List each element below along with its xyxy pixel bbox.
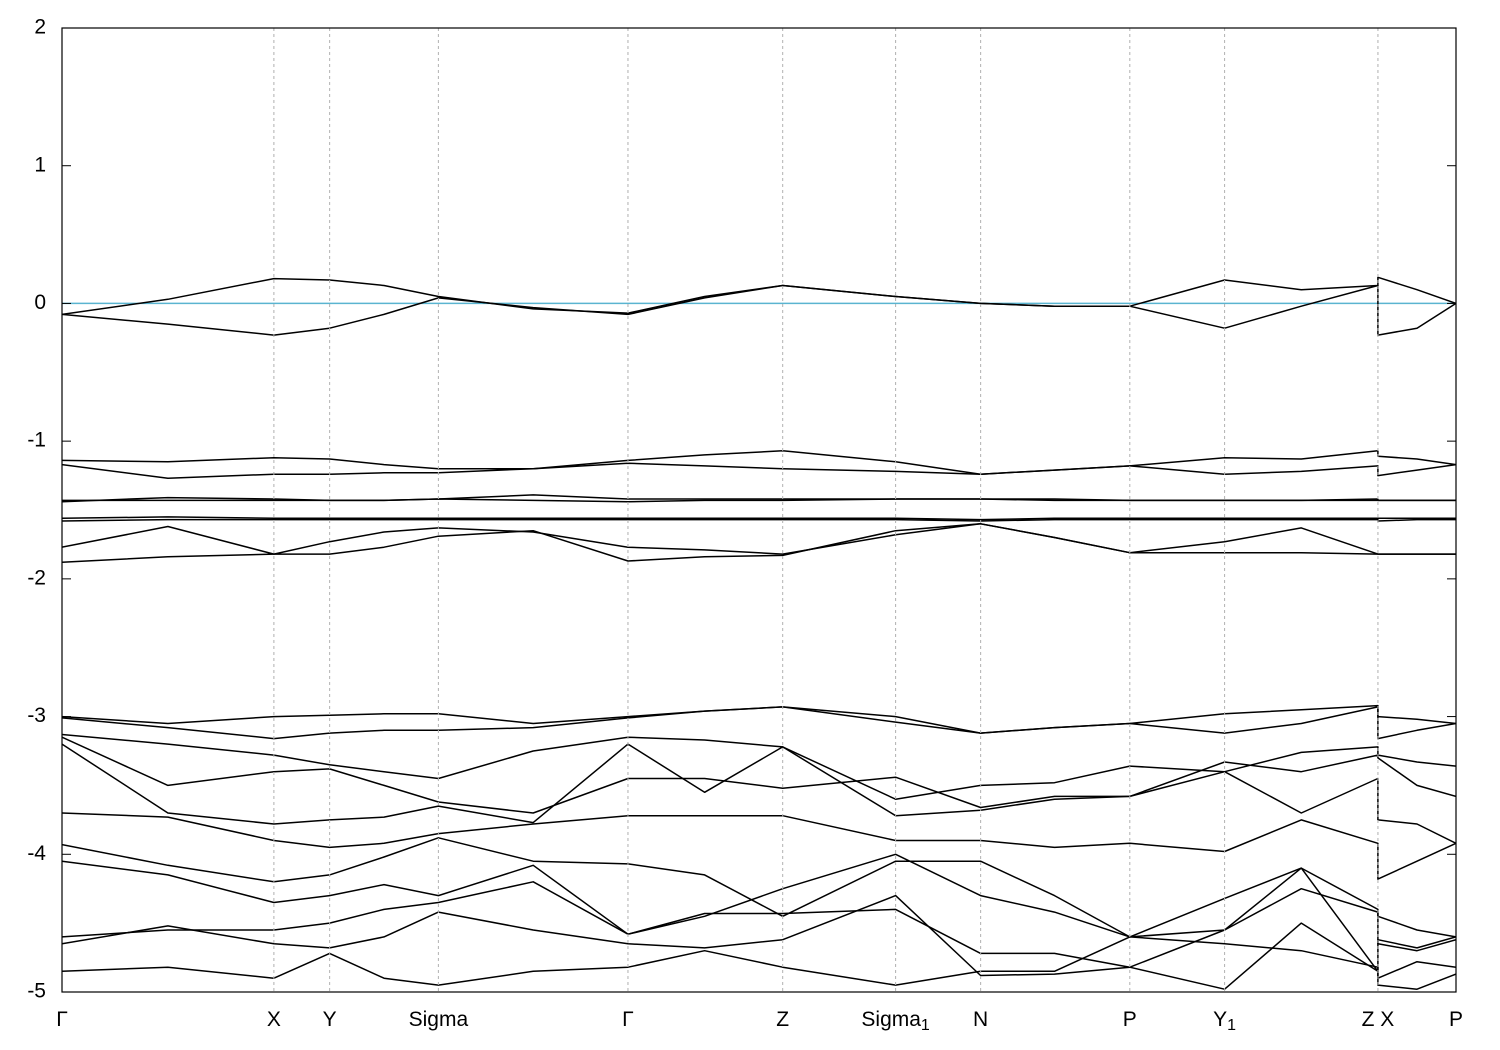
y-tick-label: -4: [27, 842, 46, 865]
x-tick-label-text: Γ: [622, 1008, 634, 1031]
band-line: [62, 450, 1456, 475]
band-line: [62, 523, 1456, 555]
x-tick-label-text: Z: [776, 1008, 789, 1031]
x-tick-label-text: P: [1449, 1008, 1463, 1031]
x-tick-label: P: [1123, 1008, 1137, 1031]
x-tick-label: Γ: [622, 1008, 634, 1031]
y-tick-label: 0: [34, 291, 46, 314]
x-tick-label: Γ: [56, 1008, 68, 1031]
band-line: [62, 706, 1456, 740]
x-tick-label-text: Y: [1213, 1008, 1227, 1031]
band-line: [62, 462, 1456, 480]
band-line: [62, 518, 1456, 522]
x-tick-label-subscript: 1: [921, 1017, 930, 1034]
x-tick-label-text: X: [267, 1008, 281, 1031]
band-line: [62, 494, 1456, 503]
band-line: [62, 523, 1456, 564]
band-line: [62, 704, 1456, 734]
plot-frame: [61, 27, 1457, 993]
x-tick-label-text: N: [973, 1008, 988, 1031]
band-line: [62, 276, 1456, 316]
x-tick-label-text: Sigma: [409, 1008, 469, 1031]
y-tick-label: 2: [34, 16, 46, 39]
band-line: [62, 736, 1456, 814]
x-tick-label-text: P: [1123, 1008, 1137, 1031]
x-tick-label: Z X: [1362, 1008, 1395, 1031]
band-line: [62, 837, 1456, 938]
x-tick-label: Sigma1: [861, 1008, 930, 1035]
plot-area: [62, 276, 1456, 990]
x-tick-label-text: Γ: [56, 1008, 68, 1031]
band-line: [62, 894, 1456, 990]
x-tick-label: N: [973, 1008, 988, 1031]
x-tick-label: Z: [776, 1008, 789, 1031]
x-tick-label-text: Sigma: [861, 1008, 921, 1031]
y-tick-label: 1: [34, 153, 46, 176]
band-line: [62, 936, 1456, 990]
band-line: [62, 812, 1456, 880]
y-tick-label: -1: [27, 429, 46, 452]
x-tick-label-text: Z X: [1362, 1008, 1395, 1031]
y-tick-label: -5: [27, 980, 46, 1003]
y-tick-label: -2: [27, 566, 46, 589]
x-tick-label: X: [267, 1008, 281, 1031]
band-line: [62, 284, 1456, 336]
x-tick-label-subscript: 1: [1227, 1017, 1236, 1034]
x-tick-label: Sigma: [409, 1008, 469, 1031]
band-line: [62, 881, 1456, 968]
band-line: [62, 516, 1456, 521]
band-line: [62, 743, 1456, 844]
y-tick-label: -3: [27, 704, 46, 727]
x-tick-label: Y1: [1213, 1008, 1236, 1035]
band-line: [62, 733, 1456, 800]
x-tick-label-text: Y: [323, 1008, 337, 1031]
x-tick-label: P: [1449, 1008, 1463, 1031]
band-line: [62, 853, 1456, 973]
x-tick-label: Y: [323, 1008, 337, 1031]
